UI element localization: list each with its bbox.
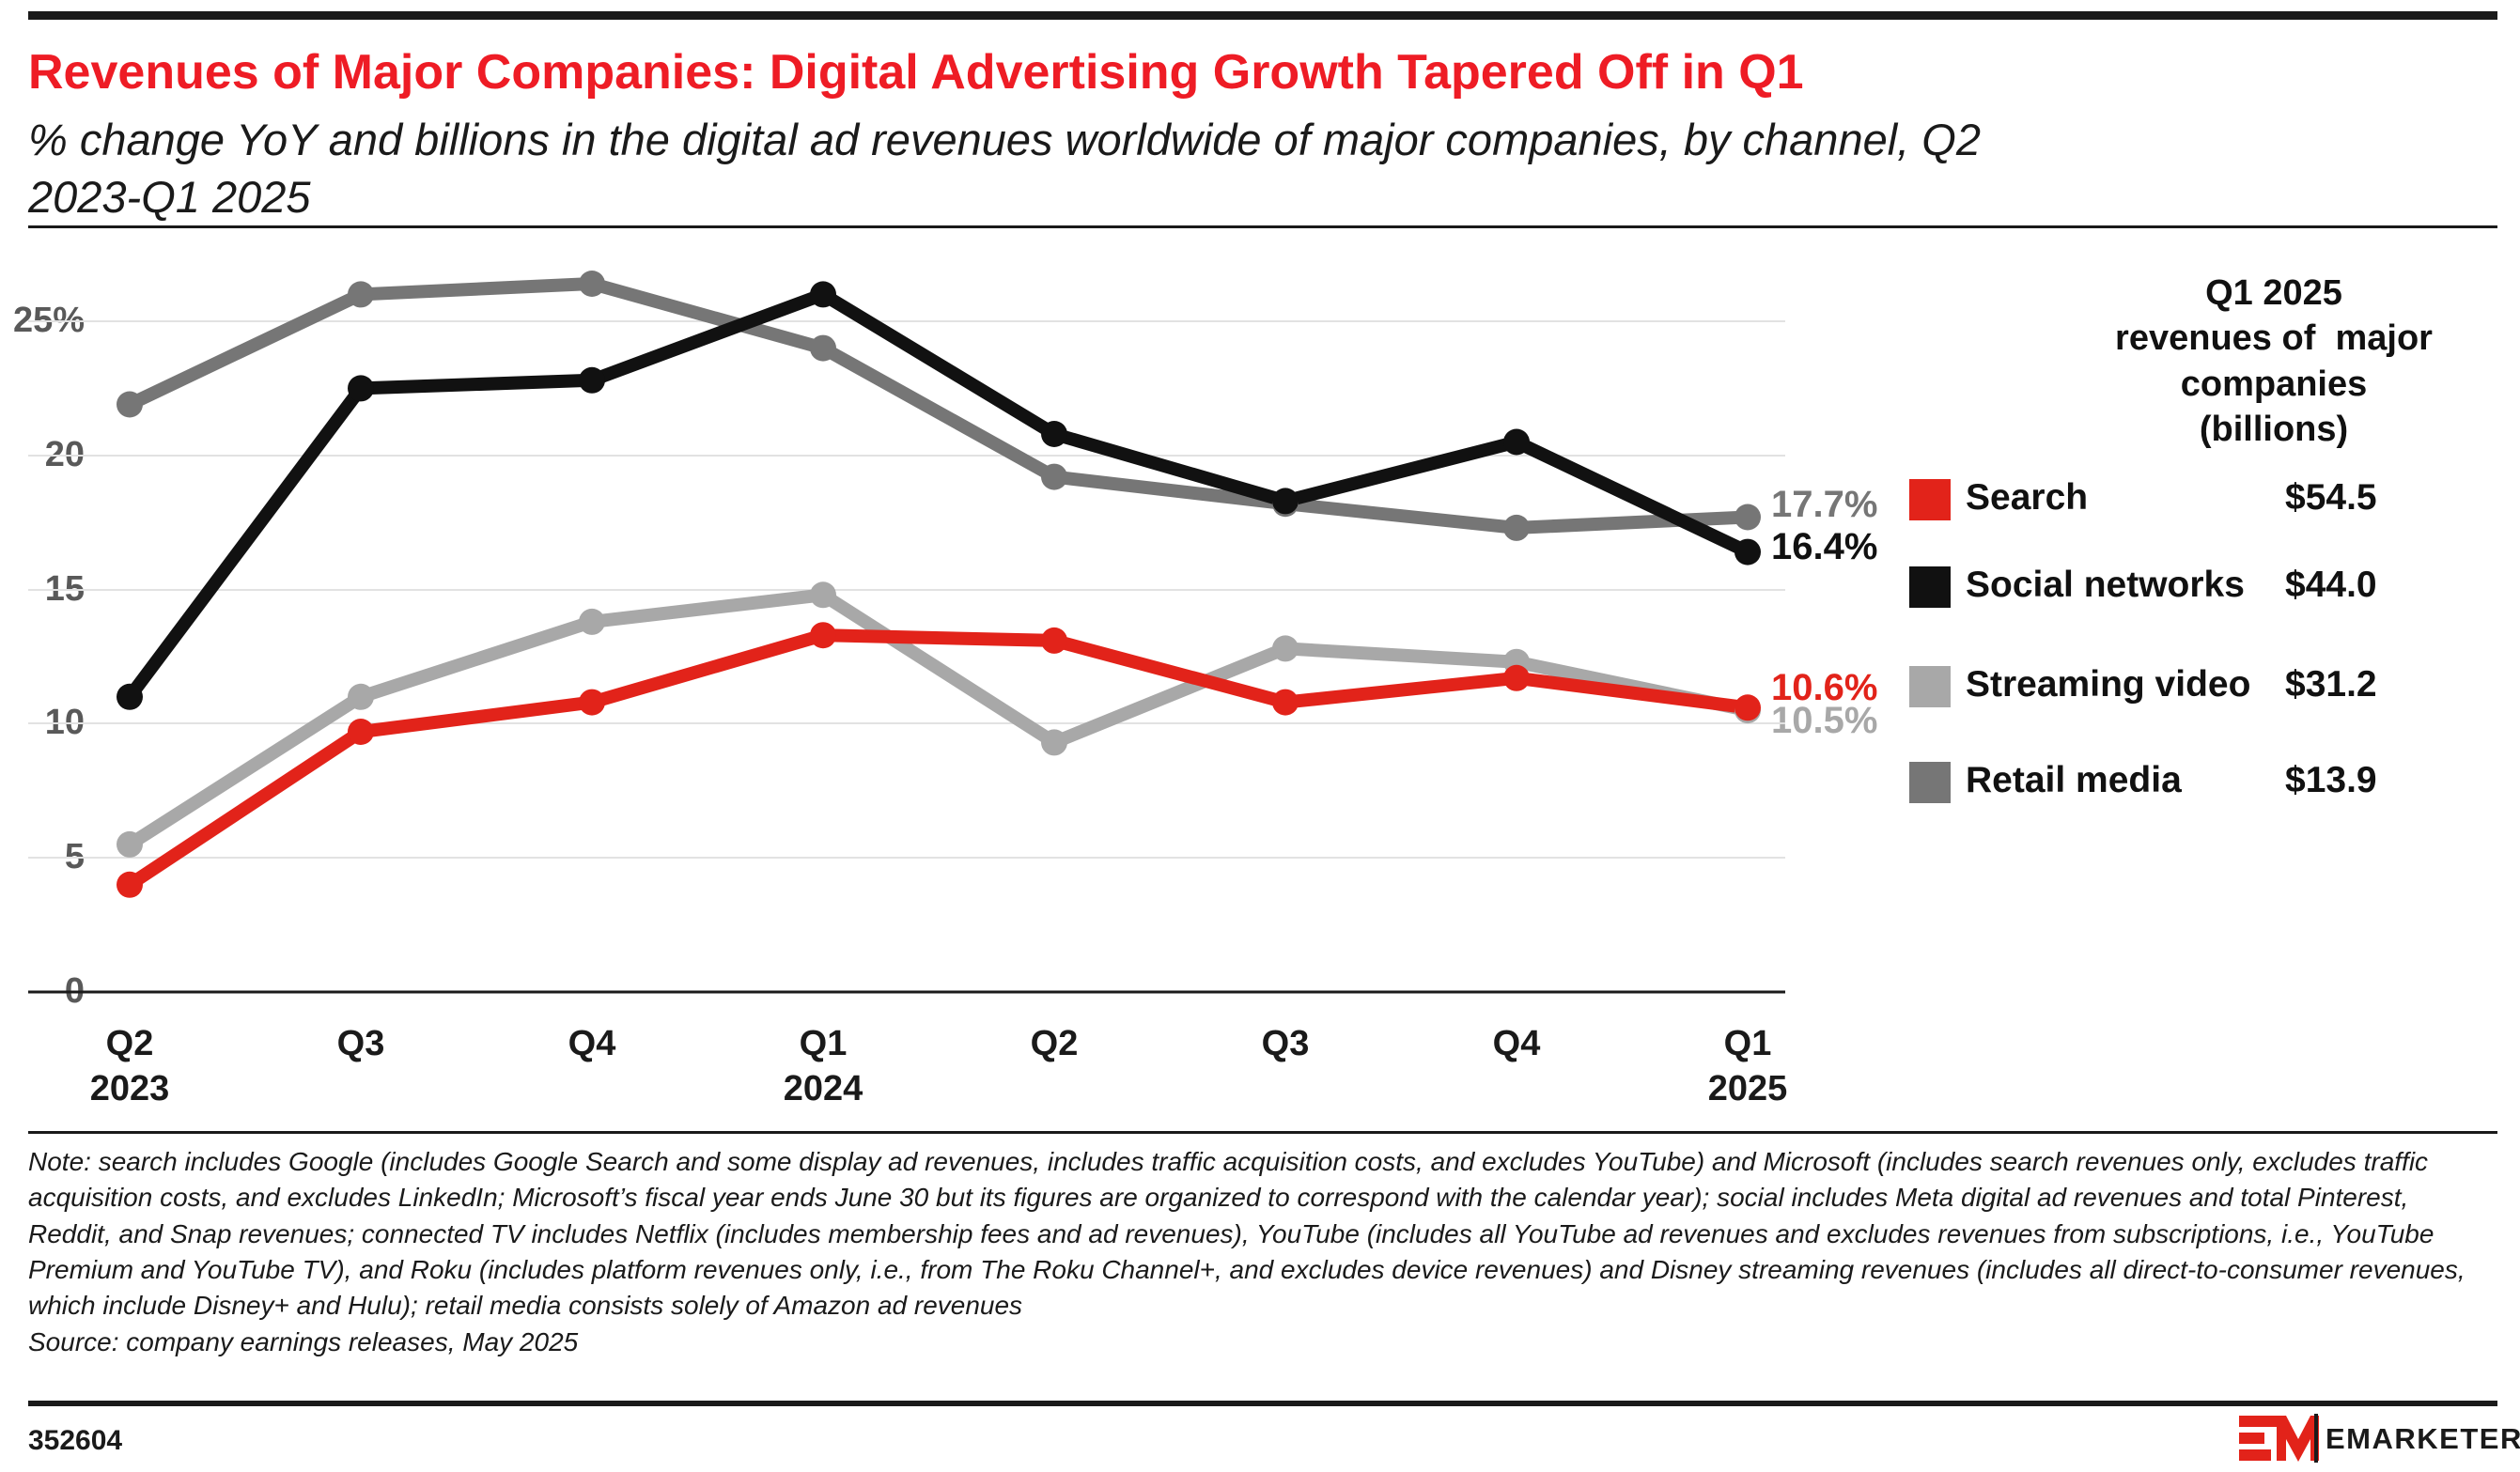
svg-text:EMARKETER: EMARKETER	[2326, 1422, 2520, 1455]
